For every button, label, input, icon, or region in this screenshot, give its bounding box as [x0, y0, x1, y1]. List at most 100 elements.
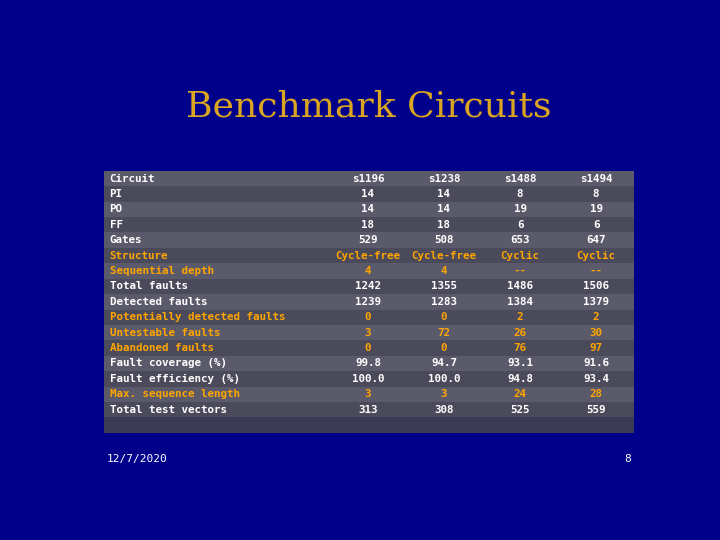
Text: 1506: 1506 — [583, 281, 609, 292]
Bar — [104, 186, 634, 201]
Text: 18: 18 — [361, 220, 374, 229]
Text: 529: 529 — [359, 235, 378, 245]
Text: Fault efficiency (%): Fault efficiency (%) — [109, 374, 240, 384]
Text: 1355: 1355 — [431, 281, 457, 292]
Text: 26: 26 — [513, 328, 526, 338]
Text: 2: 2 — [593, 312, 599, 322]
Text: 19: 19 — [513, 204, 526, 214]
Bar — [104, 217, 634, 232]
Text: s1196: s1196 — [351, 173, 384, 184]
Text: 8: 8 — [624, 454, 631, 464]
Text: 8: 8 — [593, 189, 599, 199]
Bar — [104, 248, 634, 264]
Bar — [104, 201, 634, 217]
Text: PI: PI — [109, 189, 122, 199]
Text: 12/7/2020: 12/7/2020 — [107, 454, 168, 464]
Text: 1239: 1239 — [355, 297, 381, 307]
Text: Cycle-free: Cycle-free — [412, 251, 477, 261]
Text: Cyclic: Cyclic — [500, 251, 539, 261]
Text: 1283: 1283 — [431, 297, 457, 307]
Bar — [104, 279, 634, 294]
Text: PO: PO — [109, 204, 122, 214]
Text: 1486: 1486 — [507, 281, 533, 292]
Text: 76: 76 — [513, 343, 526, 353]
Text: 647: 647 — [586, 235, 606, 245]
Text: 97: 97 — [590, 343, 603, 353]
Text: 3: 3 — [441, 389, 447, 399]
Bar — [104, 402, 634, 417]
Text: 1384: 1384 — [507, 297, 533, 307]
Text: s1488: s1488 — [504, 173, 536, 184]
Text: 525: 525 — [510, 404, 530, 415]
Text: 0: 0 — [365, 312, 372, 322]
Bar — [104, 309, 634, 325]
Text: FF: FF — [109, 220, 122, 229]
Text: 94.7: 94.7 — [431, 359, 457, 368]
Text: 653: 653 — [510, 235, 530, 245]
Text: Gates: Gates — [109, 235, 142, 245]
Bar — [104, 340, 634, 356]
Text: 1379: 1379 — [583, 297, 609, 307]
Text: Total test vectors: Total test vectors — [109, 404, 227, 415]
Text: 6: 6 — [593, 220, 599, 229]
Text: 18: 18 — [438, 220, 451, 229]
Text: 93.1: 93.1 — [507, 359, 533, 368]
Text: 508: 508 — [434, 235, 454, 245]
Text: 14: 14 — [361, 204, 374, 214]
Text: 308: 308 — [434, 404, 454, 415]
Text: 559: 559 — [586, 404, 606, 415]
Text: 93.4: 93.4 — [583, 374, 609, 384]
Text: Cyclic: Cyclic — [577, 251, 616, 261]
Text: 1242: 1242 — [355, 281, 381, 292]
Text: 72: 72 — [438, 328, 451, 338]
Text: Sequential depth: Sequential depth — [109, 266, 214, 276]
Text: Benchmark Circuits: Benchmark Circuits — [186, 90, 552, 124]
Text: 4: 4 — [441, 266, 447, 276]
Text: Circuit: Circuit — [109, 173, 155, 184]
Text: 313: 313 — [359, 404, 378, 415]
Text: 28: 28 — [590, 389, 603, 399]
Text: 94.8: 94.8 — [507, 374, 533, 384]
Text: 30: 30 — [590, 328, 603, 338]
Text: 6: 6 — [517, 220, 523, 229]
Text: 3: 3 — [365, 328, 372, 338]
Text: 8: 8 — [517, 189, 523, 199]
Bar — [104, 417, 634, 433]
Text: Max. sequence length: Max. sequence length — [109, 389, 240, 399]
Text: Abandoned faults: Abandoned faults — [109, 343, 214, 353]
Text: 91.6: 91.6 — [583, 359, 609, 368]
Text: --: -- — [590, 266, 603, 276]
Text: 14: 14 — [361, 189, 374, 199]
Text: 4: 4 — [365, 266, 372, 276]
Text: 14: 14 — [438, 189, 451, 199]
Text: Fault coverage (%): Fault coverage (%) — [109, 359, 227, 368]
Bar — [104, 371, 634, 387]
Text: s1494: s1494 — [580, 173, 612, 184]
Bar — [104, 387, 634, 402]
Bar — [104, 356, 634, 371]
Text: 0: 0 — [365, 343, 372, 353]
Text: 2: 2 — [517, 312, 523, 322]
Text: --: -- — [513, 266, 526, 276]
Text: Total faults: Total faults — [109, 281, 187, 292]
Text: 19: 19 — [590, 204, 603, 214]
Bar — [104, 325, 634, 340]
Text: 100.0: 100.0 — [351, 374, 384, 384]
Text: Potentially detected faults: Potentially detected faults — [109, 312, 285, 322]
Text: Untestable faults: Untestable faults — [109, 328, 220, 338]
Text: 0: 0 — [441, 343, 447, 353]
Text: Cycle-free: Cycle-free — [336, 251, 400, 261]
Text: s1238: s1238 — [428, 173, 460, 184]
Text: Structure: Structure — [109, 251, 168, 261]
Bar — [104, 232, 634, 248]
Bar — [104, 294, 634, 309]
Bar — [104, 171, 634, 186]
Text: 14: 14 — [438, 204, 451, 214]
Text: 24: 24 — [513, 389, 526, 399]
Text: 0: 0 — [441, 312, 447, 322]
Text: 3: 3 — [365, 389, 372, 399]
Bar — [104, 264, 634, 279]
Text: 99.8: 99.8 — [355, 359, 381, 368]
Text: 100.0: 100.0 — [428, 374, 460, 384]
Text: Detected faults: Detected faults — [109, 297, 207, 307]
